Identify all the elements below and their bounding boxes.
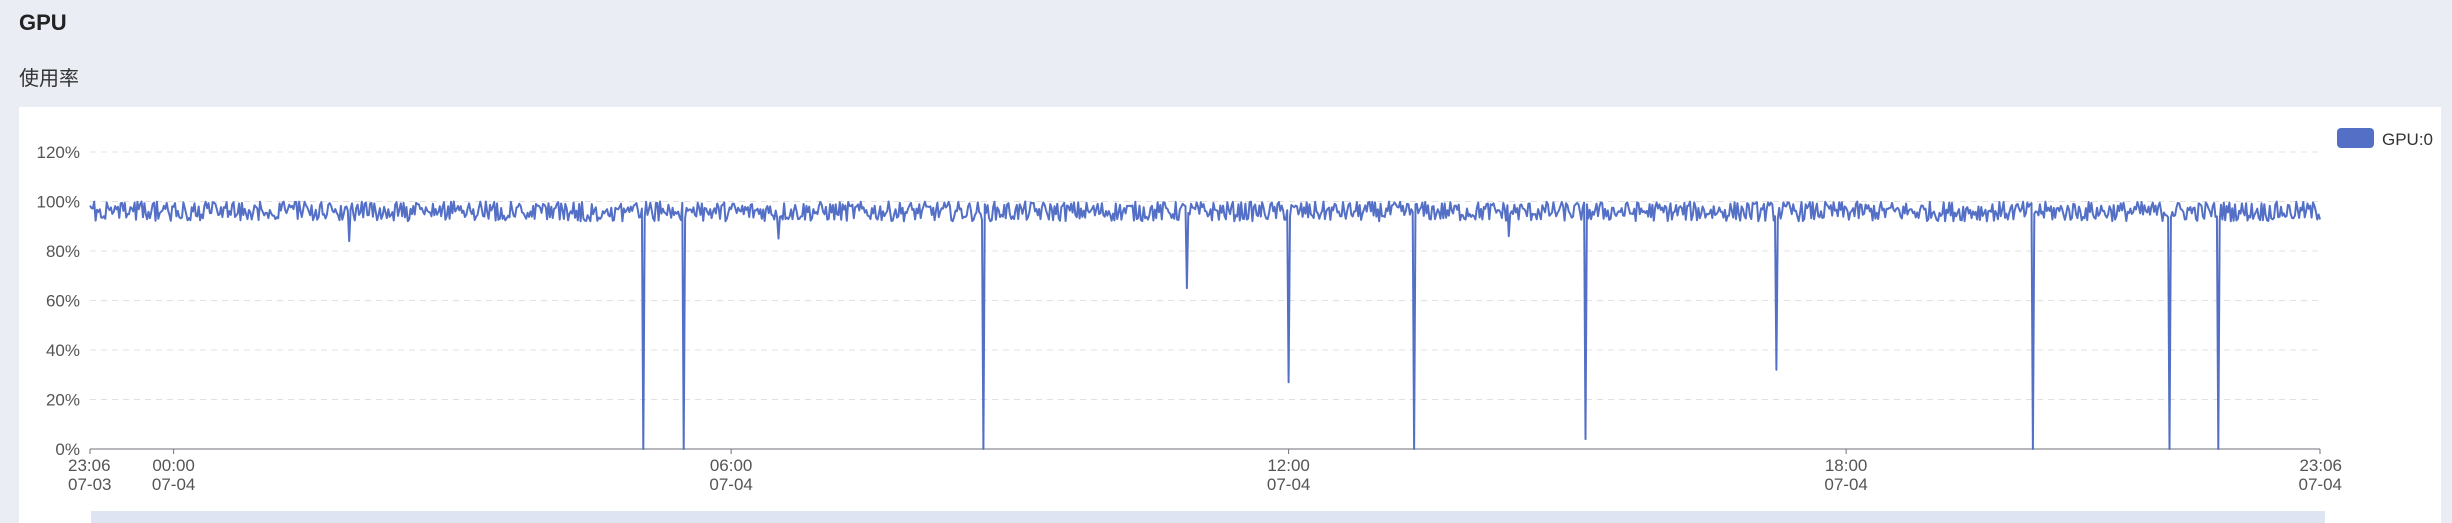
x-tick-date: 07-03 [68,475,111,494]
x-tick-date: 07-04 [709,475,752,494]
x-tick-date: 07-04 [152,475,195,494]
section-title: GPU [19,10,67,35]
chart-subtitle: 使用率 [19,68,79,90]
x-tick-time: 18:00 [1825,456,1868,475]
series-line-gpu0 [89,200,2321,450]
legend[interactable]: GPU:0 [2337,128,2433,149]
x-tick-time: 00:00 [152,456,195,475]
y-tick-label: 80% [46,242,80,261]
x-tick-date: 07-04 [2299,475,2342,494]
x-tick-time: 23:06 [2299,456,2342,475]
gpu-usage-chart: 0%20%40%60%80%100%120% 23:0607-0300:0007… [37,128,2433,523]
x-tick-time: 12:00 [1267,456,1310,475]
y-tick-label: 20% [46,391,80,410]
y-tick-label: 120% [37,143,80,162]
legend-swatch-gpu0[interactable] [2337,128,2374,148]
legend-label-gpu0[interactable]: GPU:0 [2382,130,2433,149]
chart-card: 0% 20% 40% 60% 80% 100% 120% 23:06 07-03 00:00 07… [19,107,2441,523]
y-tick-label: 100% [37,193,80,212]
zoom-slider-bar[interactable] [91,511,2325,523]
x-tick-time: 23:06 [68,456,111,475]
y-tick-label: 0% [55,440,80,459]
x-tick-time: 06:00 [710,456,753,475]
y-tick-label: 40% [46,341,80,360]
x-tick-date: 07-04 [1824,475,1867,494]
x-tick-date: 07-04 [1267,475,1310,494]
y-tick-label: 60% [46,292,80,311]
